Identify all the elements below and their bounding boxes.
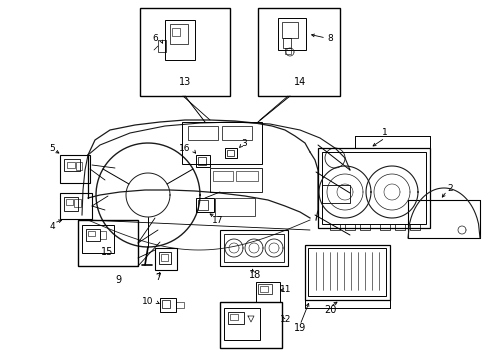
Text: 11: 11	[280, 285, 291, 294]
Bar	[196, 198, 214, 212]
Bar	[224, 148, 237, 158]
Bar	[86, 229, 100, 241]
Text: 16: 16	[179, 144, 190, 153]
Bar	[140, 8, 229, 96]
Bar	[155, 248, 177, 270]
Bar	[176, 302, 183, 308]
Bar	[213, 171, 232, 181]
Bar	[409, 224, 419, 230]
Bar	[161, 254, 168, 261]
Bar	[379, 224, 389, 230]
Text: 15: 15	[101, 247, 113, 257]
Text: 20: 20	[323, 305, 336, 315]
Text: 8: 8	[326, 33, 332, 42]
Bar	[74, 199, 81, 207]
Bar	[170, 24, 187, 44]
Bar	[78, 220, 138, 266]
Text: 19: 19	[293, 323, 305, 333]
Bar	[229, 314, 238, 320]
Text: 14: 14	[293, 77, 305, 87]
Text: 13: 13	[179, 77, 191, 87]
Bar	[282, 22, 297, 38]
Bar	[100, 231, 106, 239]
Bar	[258, 8, 339, 96]
Bar	[158, 40, 165, 52]
Bar	[187, 126, 218, 140]
Text: 17: 17	[212, 216, 224, 225]
Bar	[182, 122, 262, 164]
Bar	[359, 224, 369, 230]
Text: 2: 2	[446, 184, 452, 193]
Bar	[60, 193, 92, 219]
Bar	[321, 185, 349, 203]
Text: 9: 9	[115, 275, 121, 285]
Bar	[88, 231, 95, 236]
Bar	[345, 224, 354, 230]
Bar	[258, 284, 271, 294]
Text: 4: 4	[49, 221, 55, 230]
Text: 6: 6	[152, 33, 158, 42]
Bar	[224, 234, 284, 262]
Text: 12: 12	[280, 315, 291, 324]
Bar	[162, 300, 170, 308]
Bar	[278, 18, 305, 50]
Bar	[198, 200, 207, 210]
Bar	[172, 28, 180, 36]
Bar	[60, 155, 90, 183]
Bar	[394, 224, 404, 230]
Bar	[164, 20, 195, 60]
Bar	[209, 168, 262, 192]
Bar	[236, 171, 258, 181]
Bar	[285, 48, 290, 54]
Bar	[226, 150, 234, 156]
Bar	[305, 245, 389, 300]
Bar	[76, 162, 82, 170]
Text: 5: 5	[49, 144, 55, 153]
Bar	[82, 225, 114, 253]
Bar	[220, 230, 287, 266]
Bar	[215, 198, 254, 216]
Bar	[224, 308, 260, 340]
Text: 10: 10	[142, 297, 153, 306]
Bar	[321, 152, 425, 224]
Bar	[260, 286, 267, 292]
Text: 7: 7	[155, 274, 161, 283]
Bar	[66, 199, 73, 205]
Bar	[64, 159, 80, 171]
Text: 1: 1	[381, 127, 387, 136]
Bar	[159, 252, 171, 264]
Bar	[329, 224, 339, 230]
Bar	[196, 155, 209, 167]
Text: 3: 3	[241, 139, 246, 148]
Bar	[64, 197, 78, 211]
Bar	[307, 248, 385, 296]
Bar	[67, 162, 75, 168]
Bar	[160, 298, 176, 312]
Bar	[227, 312, 244, 324]
Bar	[222, 126, 251, 140]
Bar	[283, 38, 290, 48]
Bar	[256, 282, 280, 302]
Bar	[220, 302, 282, 348]
Text: 18: 18	[248, 270, 261, 280]
Bar	[317, 148, 429, 228]
Bar	[198, 157, 205, 165]
